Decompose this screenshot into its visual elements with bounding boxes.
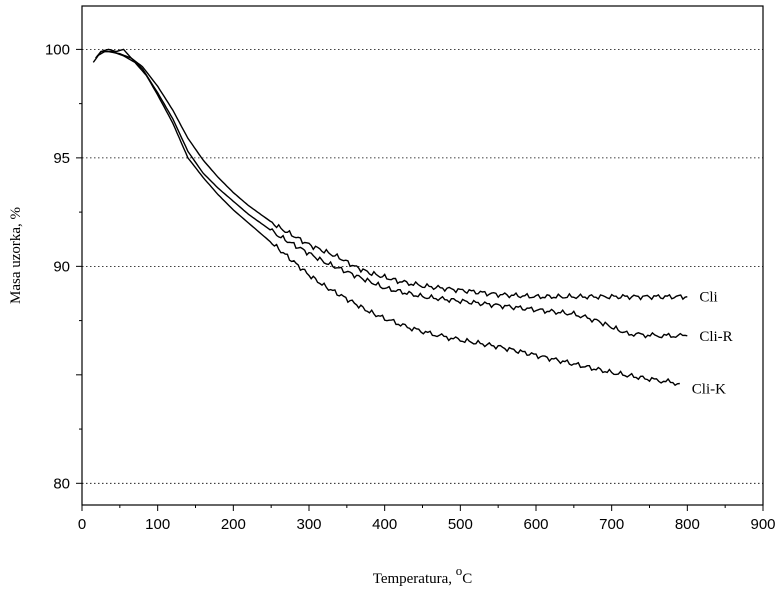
series-labels: Cli Cli-R Cli-K xyxy=(692,290,733,398)
x-axis-title-text: Temperatura, xyxy=(373,571,456,587)
y-tick-label: 95 xyxy=(53,150,70,167)
series-label-cli: Cli xyxy=(699,290,717,306)
x-axis-unit: C xyxy=(462,571,472,587)
x-tick-label: 200 xyxy=(221,516,246,533)
x-axis-unit-prefix: o xyxy=(456,563,463,578)
x-tick-label: 800 xyxy=(675,516,700,533)
y-axis-ticks: 80 90 95 100 xyxy=(45,41,82,492)
plot-frame xyxy=(81,5,764,506)
x-tick-label: 100 xyxy=(145,516,170,533)
x-tick-label: 700 xyxy=(599,516,624,533)
y-tick-label: 90 xyxy=(53,258,70,275)
x-axis-title: Temperatura, oC xyxy=(373,563,473,587)
x-tick-label: 0 xyxy=(78,516,86,533)
grid-lines xyxy=(82,48,763,484)
x-tick-label: 400 xyxy=(372,516,397,533)
x-tick-label: 500 xyxy=(448,516,473,533)
y-axis-title: Masa uzorka, % xyxy=(8,207,24,304)
x-tick-label: 300 xyxy=(296,516,321,533)
series-line-cli xyxy=(95,48,688,301)
series-lines xyxy=(92,48,688,387)
x-tick-label: 900 xyxy=(750,516,775,533)
x-axis-ticks: 0 100 200 300 400 500 600 700 800 900 xyxy=(78,505,776,533)
series-label-cli-k: Cli-K xyxy=(692,382,726,398)
series-line-cli-k xyxy=(96,50,680,387)
series-line-cli-r xyxy=(92,50,688,339)
x-tick-label: 600 xyxy=(523,516,548,533)
series-label-cli-r: Cli-R xyxy=(699,329,732,345)
y-tick-label: 80 xyxy=(53,475,70,492)
y-tick-label: 100 xyxy=(45,41,70,58)
